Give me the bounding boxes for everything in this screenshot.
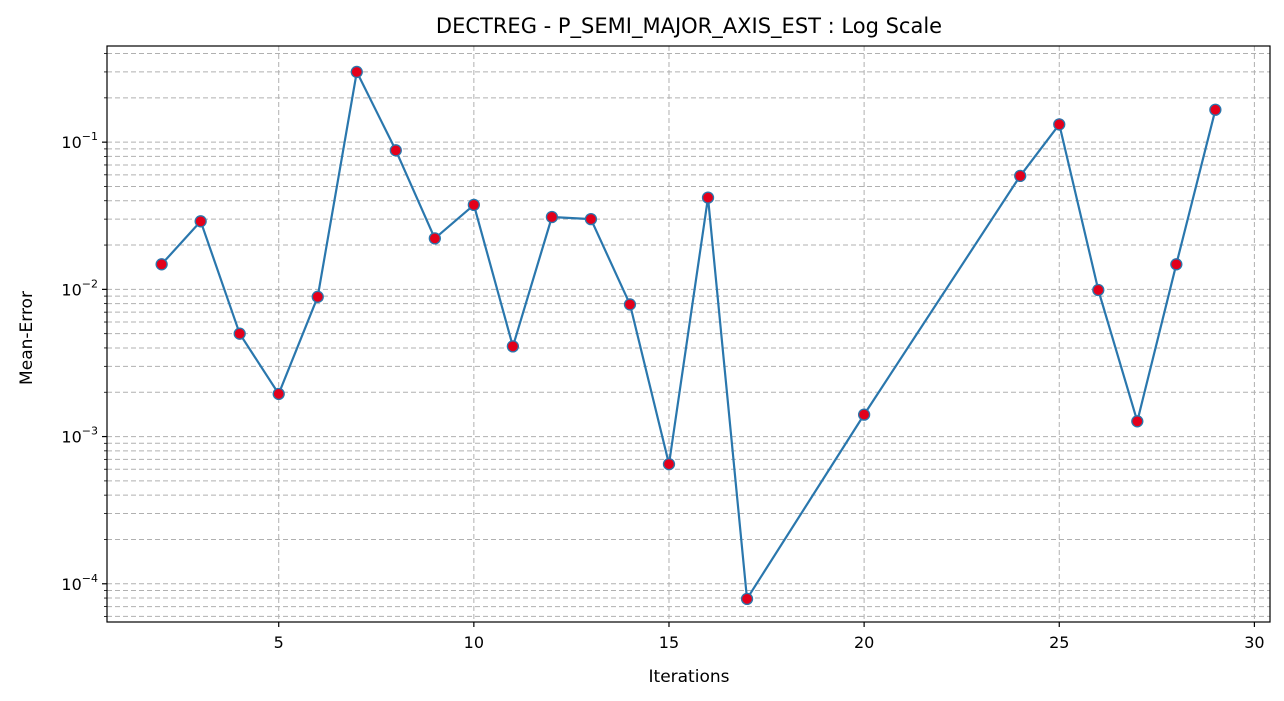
data-point [233,327,246,340]
y-tick-label: 10−3 [61,425,98,447]
data-point [506,340,520,353]
data-point [1053,118,1066,131]
chart-title: DECTREG - P_SEMI_MAJOR_AXIS_EST : Log Sc… [436,14,942,39]
data-point [1170,258,1183,271]
y-tick-label: 10−1 [61,130,98,152]
data-point [155,258,168,271]
data-point [1014,169,1027,183]
x-tick-label: 10 [464,633,484,652]
data-point [1131,415,1144,428]
data-point [389,144,402,157]
series-path [160,70,1217,600]
data-point [311,290,324,303]
y-tick-label: 10−2 [61,277,98,299]
data-point [1092,283,1105,297]
data-point [1209,103,1222,116]
x-tick-label: 25 [1049,633,1069,652]
data-point [662,457,676,471]
data-point [194,215,207,228]
plot-frame [106,45,1271,623]
data-point [857,408,871,421]
grid [107,46,1270,622]
axes: 5 10 15 20 25 30 10−4 10−3 10−2 10−1 [61,45,1271,652]
y-axis-label: Mean-Error [17,291,37,385]
y-tick-label: 10−4 [61,572,98,594]
data-point [467,198,481,212]
x-tick-label: 5 [274,633,284,652]
data-point [350,65,363,79]
data-point [740,592,754,605]
x-axis-label: Iterations [649,667,730,687]
x-tick-label: 15 [659,633,679,652]
data-point [545,210,559,224]
data-point [623,298,637,311]
data-point [428,232,441,245]
data-point [701,191,715,204]
data-point [584,212,598,226]
series-line [155,65,1222,605]
data-point [272,387,285,401]
x-tick-label: 30 [1244,633,1264,652]
x-tick-label: 20 [854,633,874,652]
